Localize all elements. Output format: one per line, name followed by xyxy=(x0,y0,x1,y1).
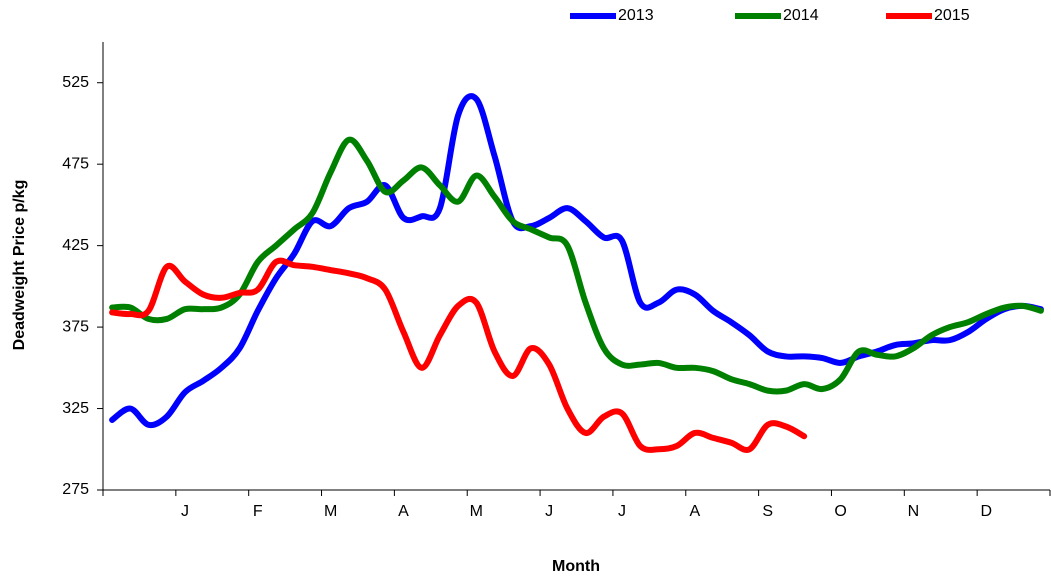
y-tick-label: 425 xyxy=(62,237,89,254)
x-tick-label: O xyxy=(834,503,846,520)
y-tick-label: 525 xyxy=(62,74,89,91)
y-tick-label: 375 xyxy=(62,318,89,335)
legend-label: 2013 xyxy=(618,7,654,24)
legend-label: 2014 xyxy=(783,7,819,24)
y-tick-label: 275 xyxy=(62,481,89,498)
line-series xyxy=(109,136,1044,395)
x-tick-label: J xyxy=(618,503,626,520)
y-tick-label: 475 xyxy=(62,155,89,172)
y-tick-label: 325 xyxy=(62,400,89,417)
x-tick-label: A xyxy=(690,503,701,520)
x-tick-label: F xyxy=(253,503,263,520)
x-tick-label: M xyxy=(470,503,483,520)
line-series xyxy=(109,257,808,453)
x-tick-label: J xyxy=(181,503,189,520)
x-tick-label: N xyxy=(908,503,920,520)
x-tick-label: M xyxy=(324,503,337,520)
legend-label: 2015 xyxy=(934,7,970,24)
x-tick-label: J xyxy=(545,503,553,520)
x-tick-label: D xyxy=(980,503,992,520)
x-axis-label: Month xyxy=(552,558,600,575)
x-tick-label: A xyxy=(398,503,409,520)
y-axis-label: Deadweight Price p/kg xyxy=(11,180,28,351)
line-series xyxy=(109,93,1044,429)
x-tick-label: S xyxy=(762,503,773,520)
